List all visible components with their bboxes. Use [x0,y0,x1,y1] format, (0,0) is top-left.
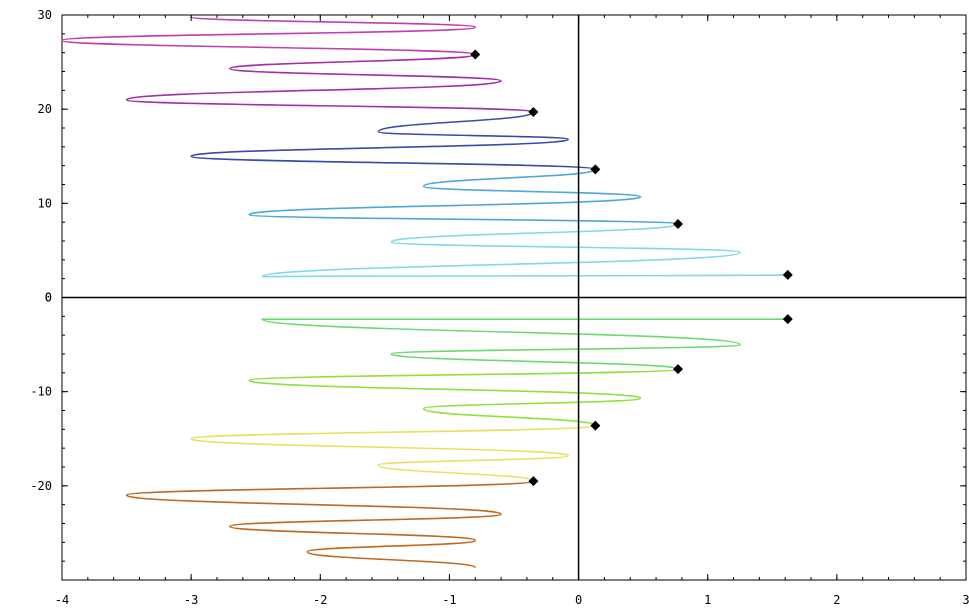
series-line [248,368,679,427]
x-tick-label: -4 [55,593,69,607]
series-line [125,53,535,113]
y-tick-label: 30 [38,8,52,22]
marked-point [782,269,793,280]
x-tick-label: 2 [833,593,840,607]
marked-point [673,364,684,375]
x-tick-label: -3 [184,593,198,607]
series-line [261,318,788,370]
y-tick-label: 10 [38,196,52,210]
y-tick-label: 20 [38,102,52,116]
marked-point [528,106,539,117]
series-line [61,16,477,56]
x-tick-label: 1 [704,593,711,607]
x-tick-label: 0 [575,593,582,607]
series-line [261,223,789,278]
series-line [125,480,535,569]
series-line [248,168,679,225]
marked-point [782,314,793,325]
y-tick-label: -10 [30,385,52,399]
marked-point [470,49,481,60]
y-tick-label: 0 [45,291,52,305]
series-line [190,111,597,171]
x-tick-label: -1 [442,593,456,607]
series-line [190,424,597,482]
y-tick-label: -20 [30,479,52,493]
x-tick-label: 3 [962,593,969,607]
marked-point [673,219,684,230]
marked-point [590,420,601,431]
marked-point [528,476,539,487]
y-tick-label-zero: 0 [45,291,52,305]
marked-point [590,164,601,175]
x-tick-label: -2 [313,593,327,607]
point-layer [470,49,793,487]
series-layer [61,16,789,569]
